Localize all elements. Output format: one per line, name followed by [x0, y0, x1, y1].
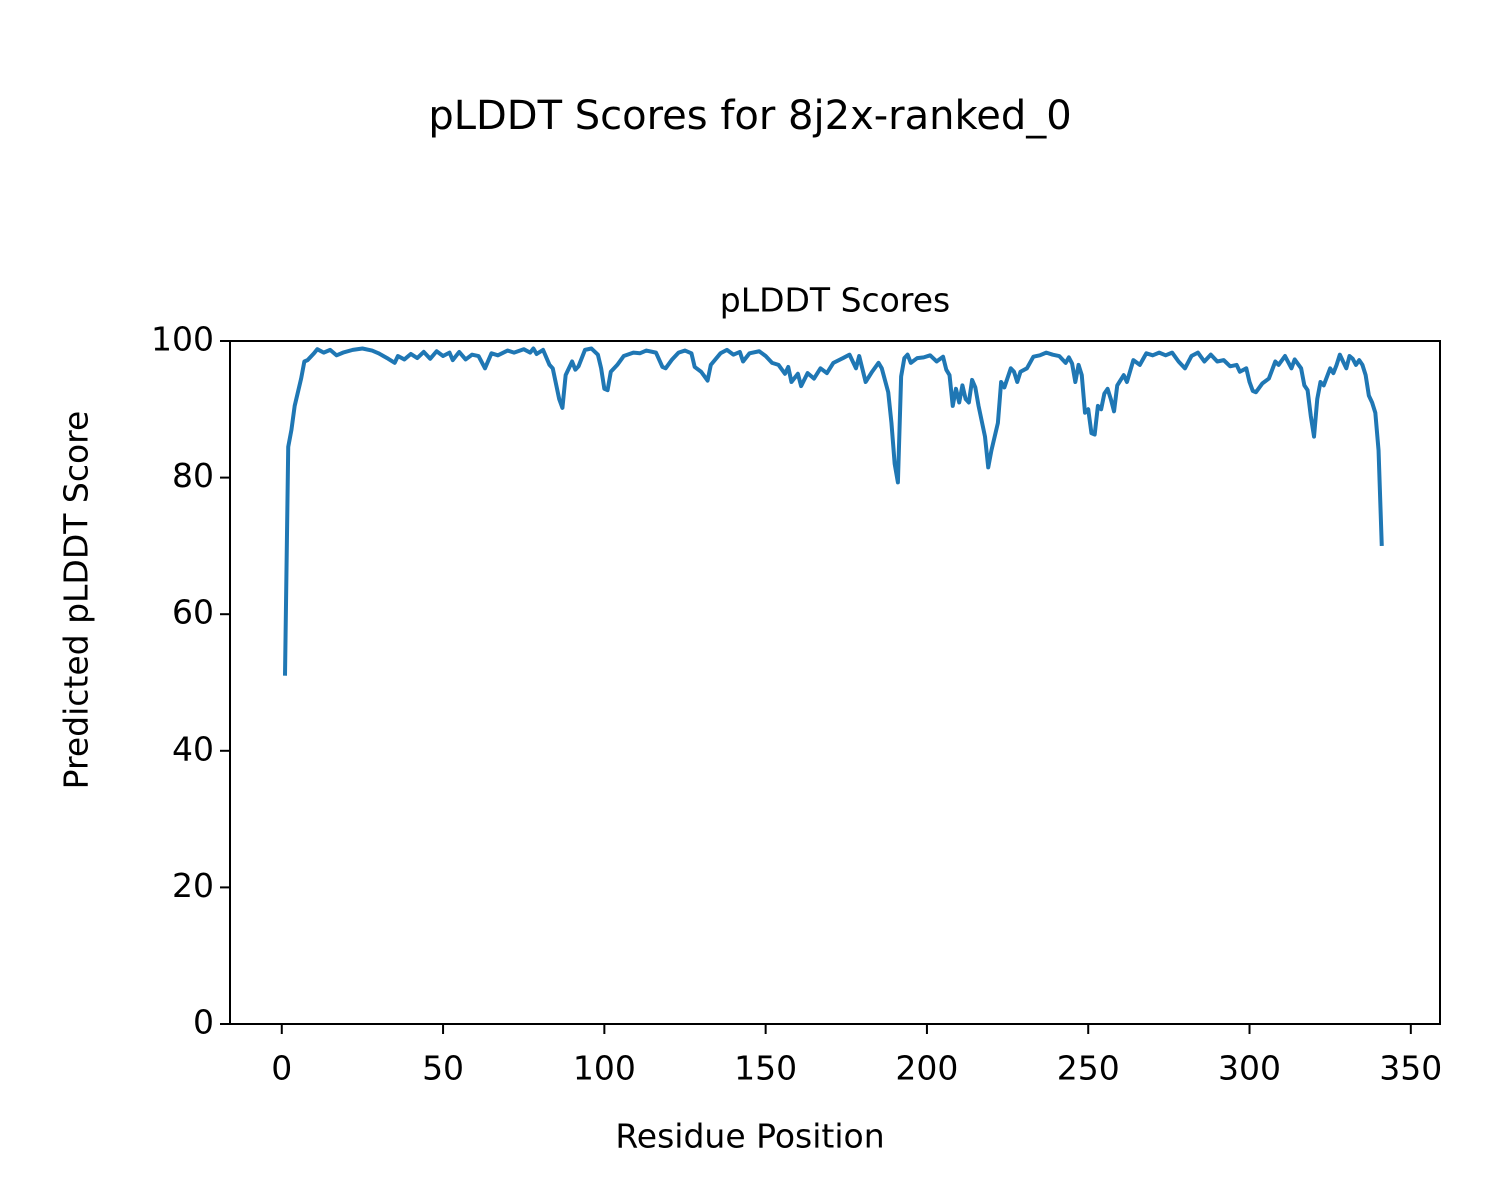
data-line [283, 346, 1384, 676]
axes-frame [229, 340, 1441, 1025]
chart-title: pLDDT Scores for 8j2x-ranked_0 [428, 93, 1071, 139]
y-tick-label: 80 [172, 456, 214, 495]
y-axis-label: Predicted pLDDT Score [57, 411, 96, 790]
x-tick-label: 100 [573, 1049, 636, 1088]
x-tick-label: 300 [1218, 1049, 1281, 1088]
x-axis-label: Residue Position [615, 1117, 884, 1156]
x-tick-label: 150 [734, 1049, 797, 1088]
y-tick-label: 100 [151, 320, 214, 359]
y-tick-label: 20 [172, 866, 214, 905]
y-tick-label: 0 [193, 1003, 214, 1042]
x-tick-label: 0 [271, 1049, 292, 1088]
x-tick-label: 200 [895, 1049, 958, 1088]
x-tick-label: 250 [1057, 1049, 1120, 1088]
x-tick-label: 350 [1379, 1049, 1442, 1088]
y-tick-label: 40 [172, 729, 214, 768]
y-tick-label: 60 [172, 593, 214, 632]
axes-title: pLDDT Scores [720, 281, 950, 320]
x-tick-label: 50 [422, 1049, 464, 1088]
